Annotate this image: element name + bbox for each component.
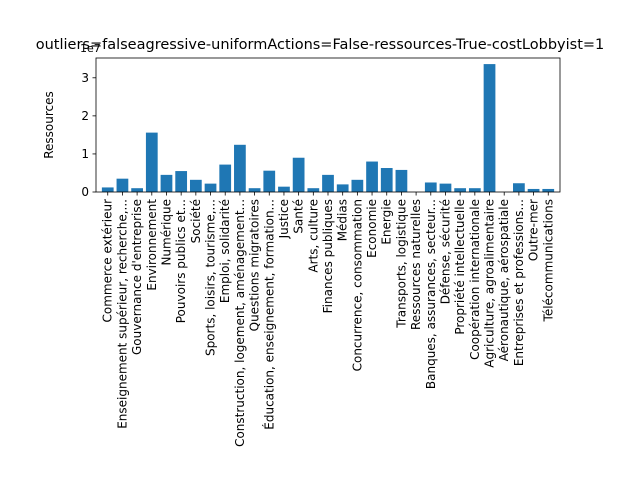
bar — [248, 188, 261, 192]
chart-title: outliers=falseagressive-uniformActions=F… — [36, 37, 605, 53]
bar — [424, 182, 437, 192]
x-tick-label: Questions migratoires — [248, 199, 262, 331]
plot-area-frame — [95, 57, 561, 193]
y-tick-label: 2 — [81, 109, 89, 123]
y-axis-label: Ressources — [42, 91, 56, 159]
bar — [380, 168, 393, 192]
x-tick-label: Commerce extérieur — [101, 199, 115, 323]
x-tick-label: Banques, assurances, secteur... — [424, 199, 438, 389]
x-tick-label: Justice — [277, 199, 291, 239]
bar — [336, 184, 349, 192]
bar — [278, 186, 290, 192]
bar — [483, 64, 496, 192]
x-tick-label: Société — [189, 199, 203, 243]
x-tick-label: Propriété intellectuelle — [453, 199, 467, 335]
bar — [145, 132, 158, 192]
bar — [101, 187, 114, 192]
y-tick-label: 3 — [81, 71, 89, 85]
bars-group — [101, 64, 555, 192]
y-tick-label: 0 — [81, 185, 89, 199]
bar — [131, 188, 143, 192]
x-tick-label: Coopération internationale — [468, 199, 482, 360]
bar — [395, 169, 408, 192]
bar — [219, 164, 232, 192]
x-tick-label: Arts, culture — [306, 199, 320, 273]
x-tick-label: Concurrence, consommation — [350, 199, 364, 371]
bar — [439, 183, 452, 192]
bar — [454, 188, 467, 192]
bar — [527, 188, 540, 192]
bar — [542, 188, 555, 192]
x-tick-label: Economie — [365, 199, 379, 258]
x-tick-label: Environnement — [145, 199, 159, 291]
bar — [307, 188, 320, 192]
x-tick-label: Outre-mer — [527, 199, 541, 261]
x-tick-label: Médias — [336, 199, 350, 241]
y-axis-offset-label: 1e7 — [80, 42, 101, 55]
bar — [160, 174, 173, 192]
x-tick-label: Santé — [292, 199, 306, 234]
bar — [351, 179, 364, 192]
x-tick-label: Energie — [380, 199, 394, 245]
bar — [204, 183, 217, 192]
x-tick-label: Finances publiques — [321, 199, 335, 313]
x-tick-label: Éducation, enseignement, formation... — [261, 199, 276, 430]
x-tick-label: Ressources naturelles — [409, 199, 423, 330]
x-tick-label: Défense, sécurité — [438, 199, 452, 304]
bar — [513, 183, 525, 192]
bar — [263, 170, 276, 192]
bar — [292, 157, 305, 192]
bar — [322, 174, 334, 192]
x-tick-label: Numérique — [159, 199, 173, 266]
bar — [175, 171, 188, 192]
x-tick-label: Télécommunications — [541, 199, 555, 322]
x-tick-label: Pouvoirs publics et... — [174, 199, 188, 323]
x-tick-label: Gouvernance d'entreprise — [130, 199, 144, 355]
x-axis-ticks: Commerce extérieur Enseignement supérieur… — [101, 192, 555, 447]
bar — [468, 188, 481, 192]
x-tick-label: Agriculture, agroalimentaire — [483, 199, 497, 368]
x-tick-label: Construction, logement, aménagement... — [233, 199, 247, 447]
x-tick-label: Emploi, solidarité — [218, 199, 232, 303]
bar — [189, 179, 202, 192]
bar — [366, 161, 378, 192]
y-axis-ticks: 0 1 2 3 — [81, 71, 96, 199]
x-tick-label: Aéronautique, aérospatiale — [497, 199, 511, 361]
x-tick-label: Entreprises et professions... — [512, 199, 526, 366]
x-tick-label: Enseignement supérieur, recherche,... — [115, 199, 129, 429]
bar — [234, 144, 246, 192]
x-tick-label: Sports, loisirs, tourisme,... — [204, 199, 218, 356]
bar — [116, 178, 129, 192]
x-tick-label: Transports, logistique — [394, 199, 408, 329]
y-tick-label: 1 — [81, 147, 89, 161]
